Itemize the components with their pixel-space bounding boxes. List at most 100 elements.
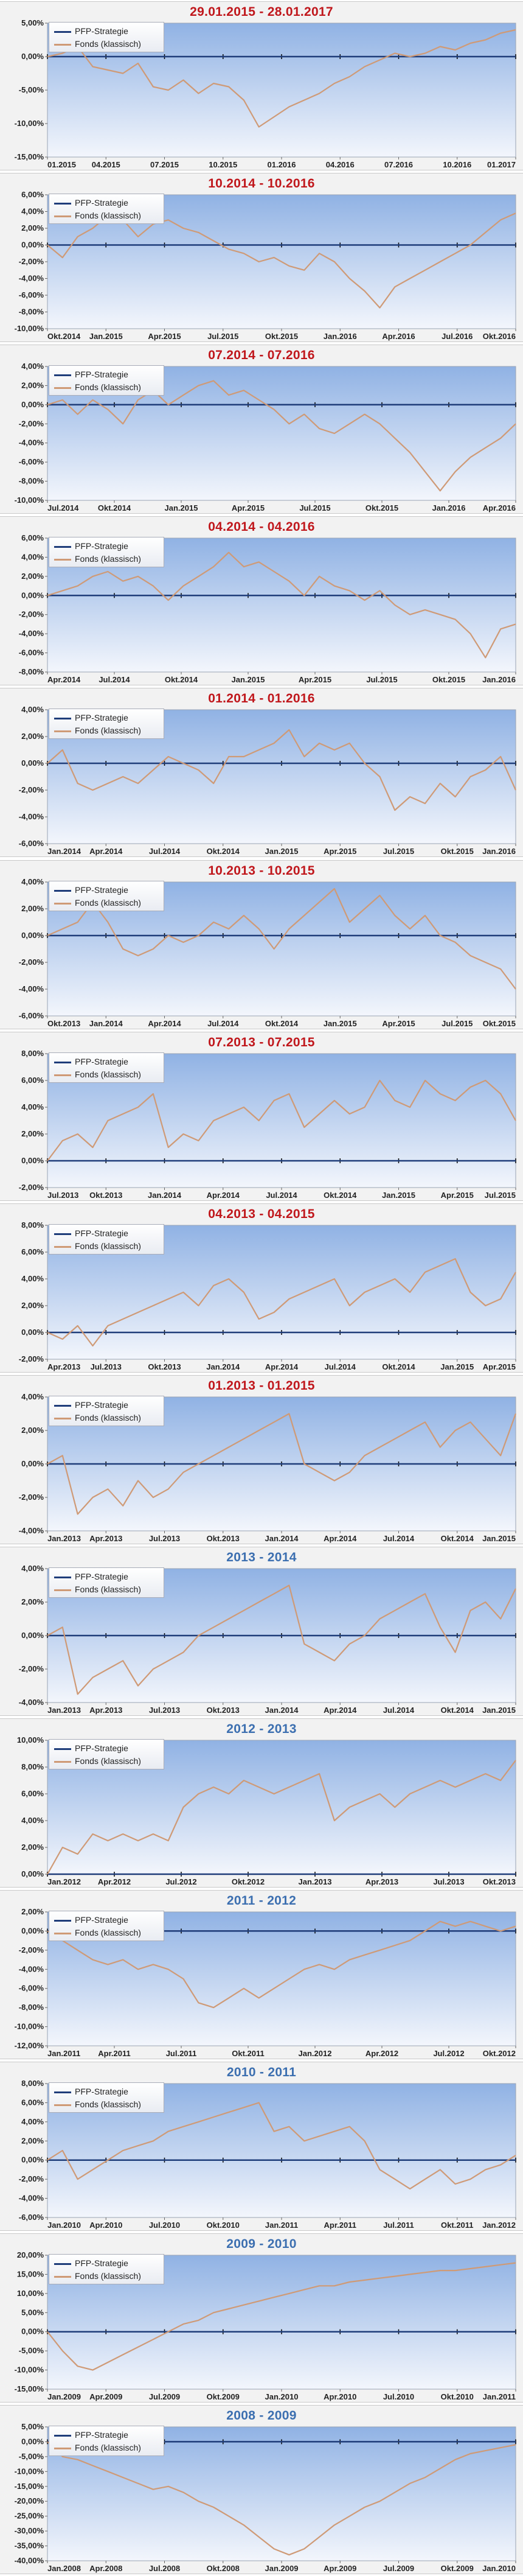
x-tick-label: Jul.2013	[47, 1191, 78, 1200]
x-tick-label: Jul.2010	[383, 2392, 414, 2401]
legend-item-fonds: Fonds (klassisch)	[54, 897, 141, 908]
legend: PFP-Strategie Fonds (klassisch)	[49, 1396, 164, 1426]
y-tick-label: -6,00%	[19, 2213, 44, 2222]
legend-label: PFP-Strategie	[75, 369, 128, 379]
y-tick-label: -15,00%	[15, 2384, 44, 2393]
y-tick-label: 4,00%	[21, 362, 44, 371]
legend: PFP-Strategie Fonds (klassisch)	[49, 1567, 164, 1598]
legend-label: PFP-Strategie	[75, 1572, 128, 1581]
x-tick-label: Okt.2015	[441, 847, 474, 856]
x-tick-label: Okt.2012	[483, 2049, 516, 2058]
x-tick-label: Jul.2011	[166, 2049, 197, 2058]
x-tick-label: Apr.2012	[365, 2049, 398, 2058]
x-tick-label: Jan.2014	[148, 1191, 182, 1200]
y-tick-label: 0,00%	[21, 240, 44, 250]
y-tick-label: 4,00%	[21, 552, 44, 561]
chart-panel: 10.2014 - 10.2016 6,00% 4,00% 2,00% 0,00% -2,…	[0, 173, 523, 342]
y-tick-label: -8,00%	[19, 667, 44, 676]
y-tick-label: 2,00%	[21, 2136, 44, 2145]
x-tick-label: Okt.2014	[165, 675, 198, 684]
chart-title: 07.2014 - 07.2016	[208, 348, 315, 362]
legend-label: Fonds (klassisch)	[75, 1756, 141, 1766]
legend: PFP-Strategie Fonds (klassisch)	[49, 22, 164, 52]
x-tick-label: Jan.2015	[232, 675, 265, 684]
x-tick-label: Apr.2011	[98, 2049, 131, 2058]
legend-label: Fonds (klassisch)	[75, 1413, 141, 1423]
y-tick-label: -10,00%	[15, 495, 44, 505]
x-tick-label: Jan.2009	[265, 2564, 299, 2573]
y-tick-label: -2,00%	[19, 957, 44, 967]
x-tick-label: Jan.2014	[265, 1534, 299, 1543]
chart-panel: 10.2013 - 10.2015 4,00% 2,00% 0,00% -2,00% -4…	[0, 860, 523, 1029]
legend-item-fonds: Fonds (klassisch)	[54, 1927, 141, 1938]
x-tick-label: Okt.2014	[98, 503, 131, 513]
legend: PFP-Strategie Fonds (klassisch)	[49, 1052, 164, 1083]
x-tick-label: Okt.2012	[232, 1877, 265, 1886]
x-tick-label: Apr.2010	[89, 2221, 122, 2230]
x-tick-label: Jan.2014	[47, 847, 81, 856]
series-line-fonds	[47, 2262, 516, 2371]
legend-swatch	[54, 2447, 71, 2449]
y-tick-label: -30,00%	[15, 2526, 44, 2535]
y-tick-label: -10,00%	[15, 2365, 44, 2375]
x-tick-label: Jul.2009	[149, 2392, 180, 2401]
x-tick-label: Jan.2015	[165, 503, 198, 513]
x-tick-label: Jul.2013	[91, 1362, 122, 1371]
x-tick-label: Jul.2015	[383, 847, 414, 856]
y-tick-label: 6,00%	[21, 190, 44, 199]
y-tick-label: 4,00%	[21, 1274, 44, 1283]
chart-title: 2010 - 2011	[226, 2065, 297, 2079]
series-line-fonds	[47, 380, 516, 492]
chart-title: 10.2013 - 10.2015	[208, 864, 315, 878]
x-tick-label: Jul.2011	[383, 2221, 414, 2230]
x-tick-label: Jan.2016	[324, 332, 357, 341]
legend-item-pfp: PFP-Strategie	[54, 2258, 128, 2269]
y-tick-label: 20,00%	[17, 2250, 44, 2259]
x-tick-label: Okt.2014	[47, 332, 81, 341]
x-tick-label: Okt.2009	[207, 2392, 240, 2401]
y-tick-label: -2,00%	[19, 2174, 44, 2183]
x-tick-label: Apr.2016	[483, 503, 516, 513]
legend-swatch	[54, 717, 71, 719]
legend-item-pfp: PFP-Strategie	[54, 197, 128, 208]
legend-swatch	[54, 902, 71, 905]
legend-item-pfp: PFP-Strategie	[54, 2086, 128, 2097]
series-line-fonds	[47, 729, 517, 811]
series-line-fonds	[47, 1258, 516, 1347]
x-tick-label: Jul.2014	[266, 1191, 297, 1200]
x-tick-label: 04.2015	[92, 160, 120, 169]
legend-item-pfp: PFP-Strategie	[54, 26, 128, 37]
y-tick-label: 2,00%	[21, 732, 44, 741]
x-tick-label: 01.2016	[268, 160, 296, 169]
x-tick-label: Jul.2008	[149, 2564, 180, 2573]
x-tick-label: Apr.2015	[382, 1019, 415, 1028]
chart-title: 01.2013 - 01.2015	[208, 1379, 315, 1393]
chart-title: 2009 - 2010	[226, 2237, 297, 2251]
line-chart: 20,00% 15,00% 10,00% 5,00% 0,00% -5,00% -10,00…	[15, 2250, 516, 2401]
x-tick-label: Jul.2015	[299, 503, 330, 513]
chart-panel: 2012 - 2013 10,00% 8,00% 6,00% 4,00% 2,00% 0,0…	[0, 1718, 523, 1888]
y-tick-label: -2,00%	[19, 785, 44, 794]
legend-swatch	[54, 889, 71, 892]
legend-swatch	[54, 1748, 71, 1750]
series-line-fonds	[47, 1760, 516, 1875]
legend: PFP-Strategie Fonds (klassisch)	[49, 1911, 164, 1941]
y-tick-label: 0,00%	[21, 590, 44, 600]
x-tick-label: Apr.2015	[148, 332, 181, 341]
x-tick-label: Jan.2014	[206, 1362, 240, 1371]
x-tick-label: Jul.2014	[383, 1706, 415, 1715]
chart-panel: 2011 - 2012 2,00% 0,00% -2,00% -4,00% -6,00% -…	[0, 1890, 523, 2059]
y-tick-label: -2,00%	[19, 1354, 44, 1363]
series-line-fonds	[47, 887, 516, 990]
x-tick-label: Apr.2011	[324, 2221, 357, 2230]
x-tick-label: Jan.2008	[47, 2564, 81, 2573]
x-tick-label: Jul.2014	[99, 675, 130, 684]
y-tick-label: -10,00%	[15, 324, 44, 333]
legend-swatch	[54, 1919, 71, 1922]
legend-item-pfp: PFP-Strategie	[54, 1228, 128, 1239]
legend-item-fonds: Fonds (klassisch)	[54, 1755, 141, 1766]
legend-swatch	[54, 545, 71, 548]
legend-label: PFP-Strategie	[75, 541, 128, 551]
series-line-fonds	[47, 2441, 516, 2556]
x-tick-label: Jul.2010	[149, 2221, 180, 2230]
